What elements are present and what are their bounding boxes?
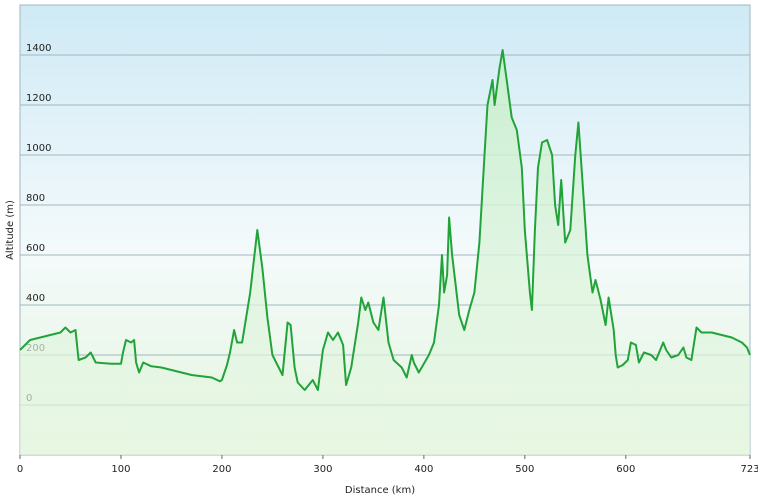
x-axis-label: Distance (km) — [345, 485, 415, 496]
x-tick-label: 0 — [17, 464, 23, 475]
y-tick-label: 1000 — [26, 143, 51, 154]
x-tick-label: 400 — [414, 464, 433, 475]
y-tick-label: 800 — [26, 193, 45, 204]
x-tick-label: 723 — [740, 464, 758, 475]
x-tick-label: 300 — [313, 464, 332, 475]
area-fill — [20, 50, 750, 455]
x-tick-label: 100 — [111, 464, 130, 475]
x-tick-label: 200 — [212, 464, 231, 475]
x-tick-label: 600 — [616, 464, 635, 475]
y-tick-label: 1200 — [26, 93, 51, 104]
y-tick-label: 400 — [26, 293, 45, 304]
y-axis-label: Altitude (m) — [5, 200, 16, 260]
x-tick-label: 500 — [515, 464, 534, 475]
y-tick-label: 600 — [26, 243, 45, 254]
y-tick-label: 1400 — [26, 43, 51, 54]
line — [19, 49, 751, 391]
